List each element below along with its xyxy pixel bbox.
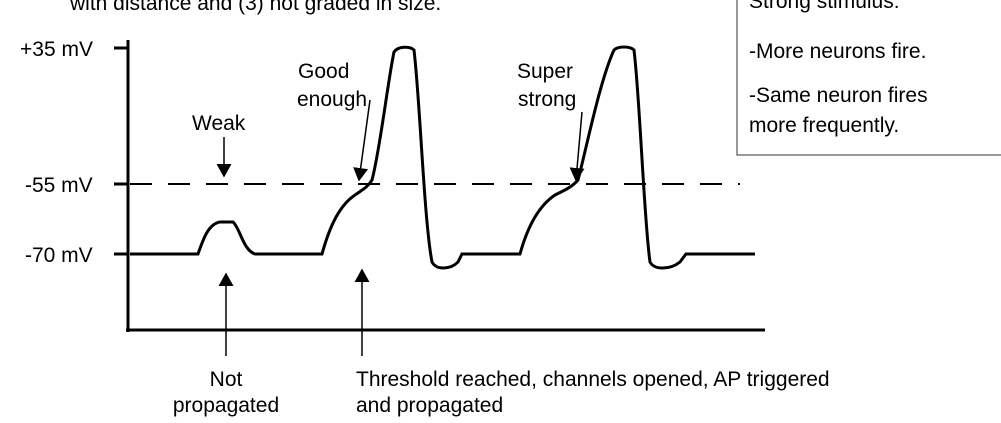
box-line: -Same neuron fires	[749, 84, 928, 107]
annotation: Weak	[192, 112, 246, 135]
annotation: Super	[517, 60, 573, 83]
annotation: Threshold reached, channels opened, AP t…	[356, 368, 830, 391]
arrow	[569, 111, 585, 182]
annotation: and propagated	[356, 394, 503, 417]
axis-label: -70 mV	[25, 244, 93, 267]
annotation: propagated	[173, 394, 279, 417]
box-line: -More neurons fire.	[749, 40, 926, 63]
annotation: Good	[298, 60, 349, 83]
membrane-trace	[130, 45, 755, 270]
axis-label: +35 mV	[20, 38, 93, 61]
info-box	[736, 0, 1001, 156]
box-line: more frequently.	[749, 114, 899, 137]
arrow	[353, 99, 371, 182]
box-line: Strong stimulus:	[749, 0, 900, 13]
header-text: with distance and (3) not graded in size…	[69, 0, 441, 15]
annotation: enough	[297, 88, 367, 111]
annotation: Not	[210, 368, 243, 391]
annotation: strong	[518, 88, 576, 111]
axis-label: -55 mV	[25, 174, 93, 197]
